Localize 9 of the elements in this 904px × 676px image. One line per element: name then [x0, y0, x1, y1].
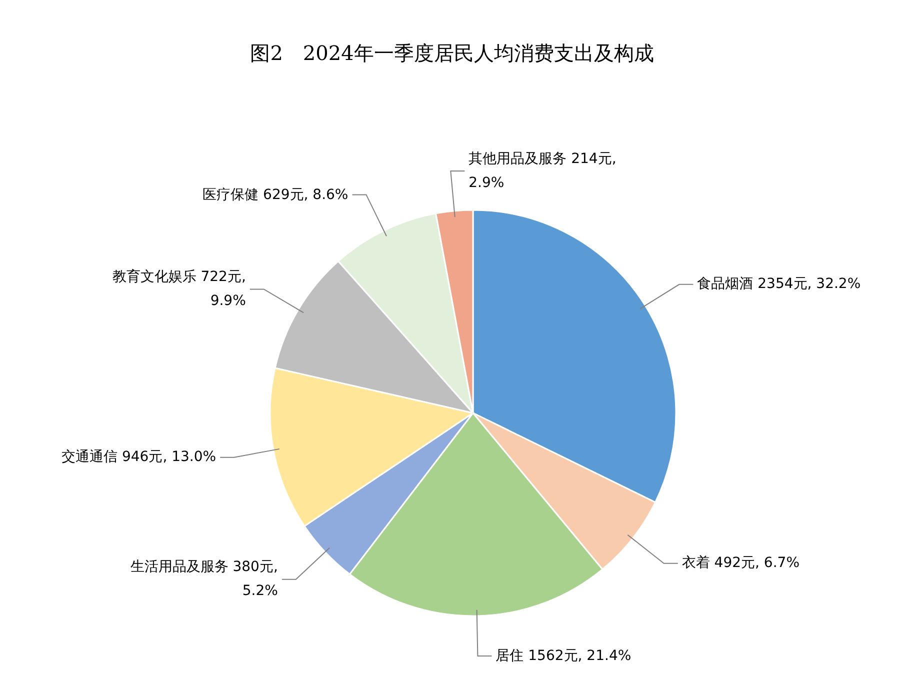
- slice-label: 教育文化娱乐 722元, 9.9%: [111, 268, 246, 312]
- slice-label: 交通通信 946元, 13.0%: [62, 448, 216, 468]
- slice-label: 医疗保健 629元, 8.6%: [202, 186, 348, 205]
- chart-title: 图2 2024年一季度居民人均消费支出及构成: [249, 40, 655, 67]
- slice-label: 衣着 492元, 6.7%: [682, 554, 800, 574]
- slice-label: 居住 1562元, 21.4%: [496, 646, 632, 666]
- slice-label: 生活用品及服务 380元, 5.2%: [129, 558, 278, 602]
- slice-label: 其他用品及服务 214元, 2.9%: [468, 150, 618, 194]
- slice-label: 食品烟酒 2354元, 32.2%: [697, 275, 861, 294]
